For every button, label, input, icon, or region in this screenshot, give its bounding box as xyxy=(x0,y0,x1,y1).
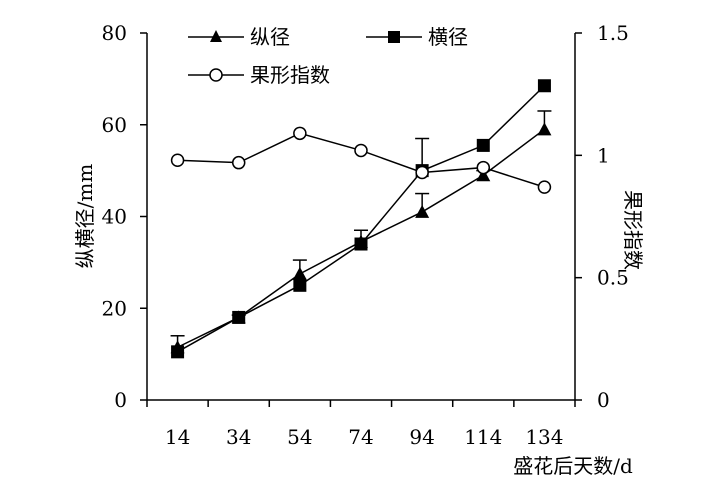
right-y-tick-label: 1.5 xyxy=(597,21,629,45)
square-marker xyxy=(171,345,185,359)
triangle-marker xyxy=(292,266,307,280)
series-1 xyxy=(171,79,551,359)
right-y-tick-label: 1 xyxy=(597,143,610,167)
circle-marker xyxy=(231,155,246,170)
x-tick-label: 94 xyxy=(409,425,434,449)
circle-marker xyxy=(170,153,185,167)
legend-label-shape-index: 果形指数 xyxy=(250,63,330,87)
x-ticks: 14 34 54 74 94 114 134 xyxy=(146,400,576,449)
x-tick-label: 114 xyxy=(464,425,502,449)
legend-item-longitudinal: 纵径 xyxy=(188,25,290,49)
x-tick-label: 34 xyxy=(226,425,251,449)
legend-label-longitudinal: 纵径 xyxy=(250,25,290,49)
legend-item-shape-index: 果形指数 xyxy=(188,63,330,87)
left-y-tick-label: 60 xyxy=(102,113,127,137)
triangle-marker xyxy=(537,122,552,136)
circle-marker xyxy=(415,165,429,180)
right-y-tick-label: 0.5 xyxy=(597,266,629,290)
right-y-tick-label: 0 xyxy=(597,388,610,412)
x-tick-label: 14 xyxy=(165,425,190,449)
legend-item-transverse: 横径 xyxy=(366,25,468,49)
square-marker xyxy=(354,237,368,251)
left-y-axis-label: 纵横径/mm xyxy=(73,164,97,269)
square-marker xyxy=(232,310,246,324)
x-tick-label: 74 xyxy=(348,425,373,449)
series-2 xyxy=(170,126,552,194)
legend-square-marker xyxy=(388,31,400,43)
left-y-tick-label: 40 xyxy=(102,205,127,229)
legend-label-transverse: 横径 xyxy=(428,25,468,49)
x-tick-label: 134 xyxy=(525,425,563,449)
square-marker xyxy=(476,138,490,152)
circle-marker xyxy=(476,160,491,175)
left-y-tick-label: 80 xyxy=(102,21,127,45)
legend-triangle-marker xyxy=(210,30,222,42)
x-tick-label: 54 xyxy=(287,425,312,449)
circle-marker xyxy=(537,180,552,194)
x-axis-label: 盛花后天数/d xyxy=(513,454,633,478)
right-y-axis-label: 果形指数 xyxy=(621,190,645,270)
series-layer xyxy=(170,79,552,359)
triangle-marker xyxy=(476,168,491,182)
triangle-marker xyxy=(415,204,430,218)
legend-circle-marker xyxy=(209,68,223,82)
circle-marker xyxy=(354,143,368,158)
right-y-ticks: 0 0.5 1 1.5 xyxy=(575,21,629,412)
legend: 纵径 横径 果形指数 xyxy=(188,25,468,87)
left-y-ticks: 0 20 40 60 80 xyxy=(102,21,147,412)
left-y-tick-label: 0 xyxy=(114,388,127,412)
square-marker xyxy=(537,79,551,93)
square-marker xyxy=(293,278,307,292)
left-y-tick-label: 20 xyxy=(102,296,127,320)
circle-marker xyxy=(293,126,307,141)
